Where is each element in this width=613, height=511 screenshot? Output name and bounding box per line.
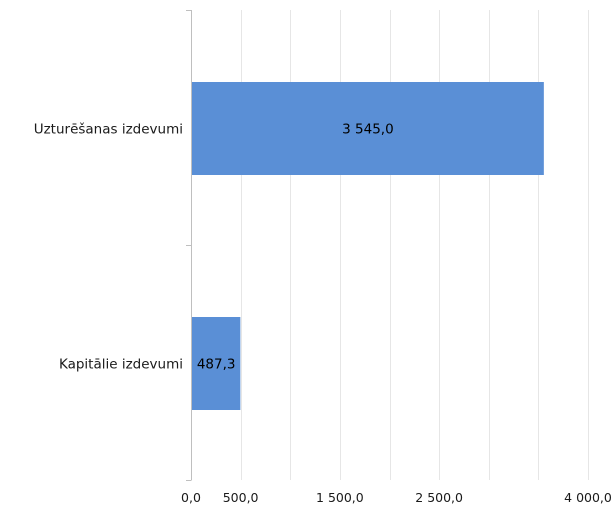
x-tick-label: 4 000,0	[564, 490, 612, 505]
x-tick-label: 1 500,0	[316, 490, 364, 505]
x-tick-labels: 0,0 500,0 1 500,0 2 500,0 4 000,0	[181, 490, 612, 505]
category-axis	[186, 10, 192, 481]
category-label: Kapitālie izdevumi	[59, 357, 183, 373]
bar	[192, 317, 241, 410]
x-tick-label: 2 500,0	[415, 490, 463, 505]
data-label: 487,3	[197, 357, 236, 373]
x-tick-label: 0,0	[181, 490, 201, 505]
grid-lines	[241, 10, 589, 480]
category-labels: Uzturēšanas izdevumi Kapitālie izdevumi	[34, 122, 183, 373]
category-label: Uzturēšanas izdevumi	[34, 122, 183, 138]
bar	[192, 82, 544, 175]
bars	[192, 82, 544, 410]
data-labels: 3 545,0 487,3	[197, 122, 394, 373]
data-label: 3 545,0	[342, 122, 394, 138]
x-tick-label: 500,0	[223, 490, 259, 505]
